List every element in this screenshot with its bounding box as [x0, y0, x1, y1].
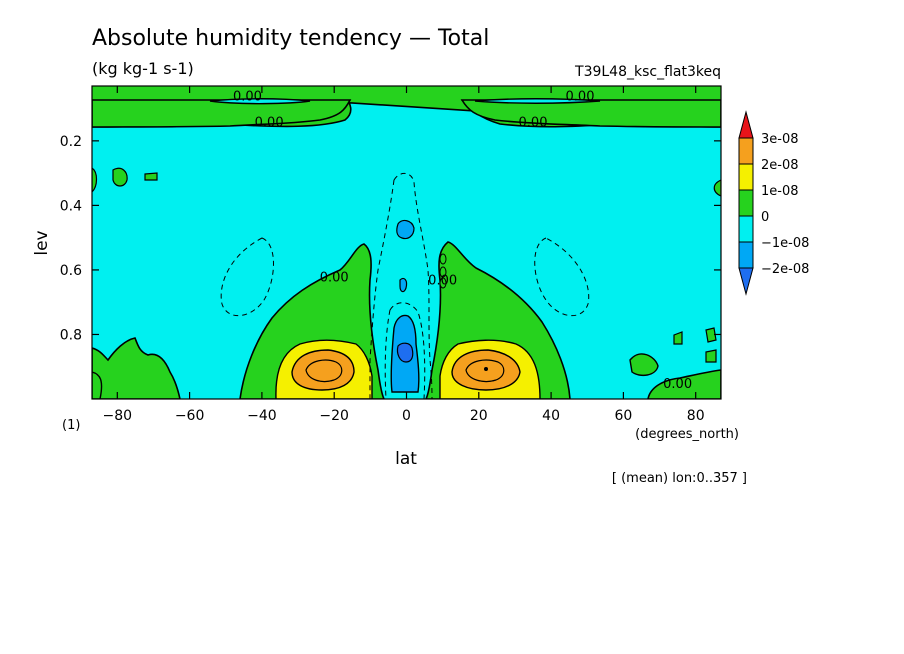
colorbar-label: 0	[761, 210, 769, 225]
upper-negative-sliver-north	[474, 98, 601, 104]
pos-oval-1	[439, 253, 447, 265]
colorbar-bottom-arrow	[738, 267, 754, 296]
contour-label: 0.00	[428, 274, 457, 289]
blob-5	[673, 331, 683, 345]
x-tick-label: 0	[402, 408, 411, 424]
lower-right-positive	[647, 369, 721, 399]
colorbar-label: 2e-08	[761, 158, 799, 173]
contour-label: 0.00	[566, 90, 595, 105]
dashed-neg-oval-south	[220, 237, 274, 317]
equatorial-negative-small	[399, 277, 408, 293]
north-lobe-core-line	[465, 359, 505, 383]
lower-left-positive-2	[92, 371, 103, 399]
x-tick-label: −20	[319, 408, 349, 424]
y-axis-units: (1)	[62, 418, 80, 433]
chart-subtitle: (kg kg-1 s-1)	[92, 59, 194, 78]
upper-negative-sliver-south	[209, 98, 311, 105]
equatorial-negative-core	[396, 342, 414, 363]
colorbar-bin	[738, 189, 754, 217]
contour-label: 0.00	[320, 270, 349, 285]
contour-label: 0.00	[255, 115, 284, 130]
y-tick-label: 0.8	[60, 327, 82, 343]
x-tick-label: −40	[247, 408, 277, 424]
south-lobe-core-line	[305, 359, 343, 383]
contour-labels: 0.00 0.00 0.00 0.00 0.00 0.00 0.00	[233, 90, 692, 392]
colorbar-label: −2e-08	[761, 262, 809, 277]
y-axis: 0.2 0.4 0.6 0.8	[60, 134, 721, 343]
footnote: [ (mean) lon:0..357 ]	[612, 471, 747, 486]
x-axis-units: (degrees_north)	[635, 427, 739, 442]
y-tick-label: 0.4	[60, 198, 82, 214]
x-tick-label: −80	[103, 408, 133, 424]
upper-band-edge-north	[460, 99, 721, 128]
blob-6	[705, 327, 717, 343]
colorbar-label: 3e-08	[761, 132, 799, 147]
dashed-neg-equator-outer	[369, 173, 433, 399]
y-tick-label: 0.2	[60, 134, 82, 150]
x-tick-label: −60	[175, 408, 205, 424]
colorbar-label: 1e-08	[761, 184, 799, 199]
upper-band-edge-south	[92, 99, 352, 128]
y-tick-label: 0.6	[60, 263, 82, 279]
blob-2	[144, 172, 158, 181]
y-axis-label: lev	[32, 230, 52, 255]
pos-oval-3	[439, 277, 447, 289]
colorbar-bin	[738, 241, 754, 269]
north-lobe-max	[484, 367, 488, 371]
lower-left-positive	[92, 337, 181, 399]
contour-label: 0.00	[233, 90, 262, 105]
x-tick-label: 80	[687, 408, 705, 424]
x-axis-label: lat	[395, 449, 417, 469]
colorbar-label: −1e-08	[761, 236, 809, 251]
colorbar-bin	[738, 163, 754, 191]
dashed-neg-oval-north	[534, 237, 590, 317]
colorbar-bin	[738, 215, 754, 243]
run-label: T39L48_ksc_flat3keq	[574, 64, 721, 80]
colorbar-bin	[738, 137, 754, 165]
x-tick-label: 20	[470, 408, 488, 424]
x-tick-label: 60	[614, 408, 632, 424]
south-lobe-2-3	[291, 349, 355, 391]
x-tick-label: 40	[542, 408, 560, 424]
blob-7	[705, 349, 717, 363]
lower-right-positive-2	[629, 353, 659, 377]
equatorial-negative-top	[396, 219, 415, 240]
dashed-neg-equator-inner	[384, 302, 426, 399]
chart-title: Absolute humidity tendency — Total	[92, 26, 489, 51]
colorbar-top-arrow	[738, 110, 754, 139]
colorbar: 3e-08 2e-08 1e-08 0 −1e-08 −2e-08	[738, 110, 809, 296]
x-axis: −80 −60 −40 −20 0 20 40 60 80	[103, 86, 705, 424]
pos-oval-2	[439, 266, 447, 278]
blob-1	[112, 167, 128, 187]
contour-label: 0.00	[663, 377, 692, 392]
contour-label: 0.00	[519, 115, 548, 130]
contour-field	[92, 86, 721, 399]
